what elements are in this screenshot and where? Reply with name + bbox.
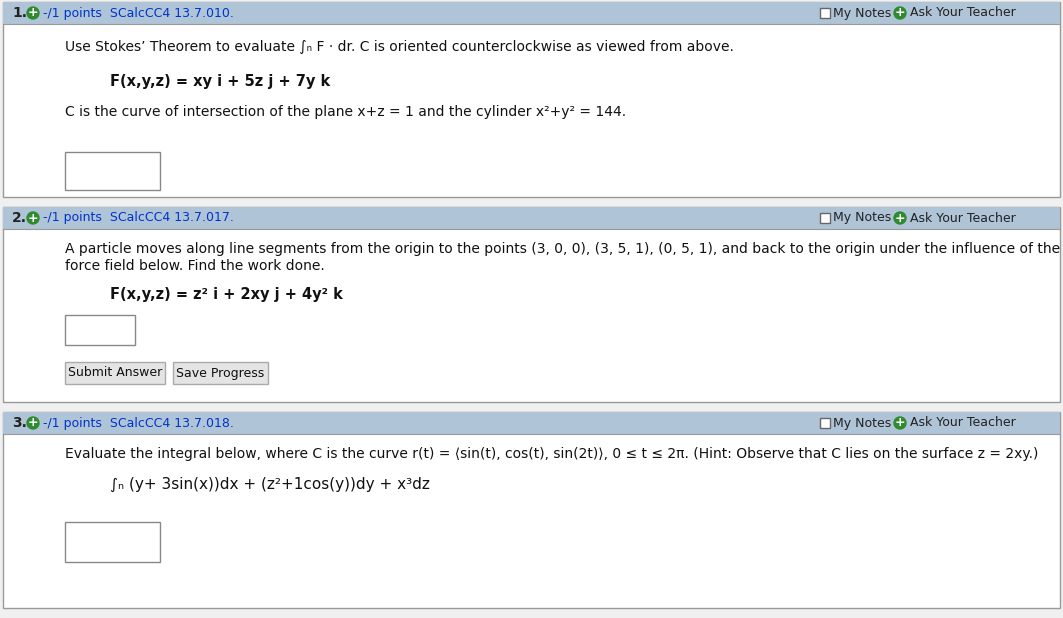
Text: ∫ₙ (y+ 3sin(x))dx + (z²+1cos(y))dy + x³dz: ∫ₙ (y+ 3sin(x))dx + (z²+1cos(y))dy + x³d… [109, 477, 429, 492]
Text: C is the curve of intersection of the plane x+z = 1 and the cylinder x²+y² = 144: C is the curve of intersection of the pl… [65, 105, 626, 119]
Text: +: + [28, 211, 38, 224]
Bar [820, 8, 830, 18]
Text: Submit Answer: Submit Answer [68, 366, 163, 379]
Bar [3, 2, 1060, 24]
Text: My Notes: My Notes [833, 417, 891, 430]
Text: -/1 points  SCalcCC4 13.7.010.: -/1 points SCalcCC4 13.7.010. [43, 7, 234, 20]
Text: 3.: 3. [12, 416, 27, 430]
Circle shape [894, 417, 906, 429]
Bar [65, 362, 165, 384]
Bar [65, 522, 161, 562]
Text: Save Progress: Save Progress [175, 366, 264, 379]
Text: +: + [28, 7, 38, 20]
Text: F(x,y,z) = z² i + 2xy j + 4y² k: F(x,y,z) = z² i + 2xy j + 4y² k [109, 287, 343, 302]
Circle shape [27, 212, 39, 224]
Bar [65, 315, 135, 345]
Bar [3, 412, 1060, 434]
Text: +: + [28, 417, 38, 430]
Text: A particle moves along line segments from the origin to the points (3, 0, 0), (3: A particle moves along line segments fro… [65, 242, 1060, 256]
Text: Ask Your Teacher: Ask Your Teacher [910, 211, 1016, 224]
Text: 2.: 2. [12, 211, 27, 225]
Text: +: + [895, 211, 906, 224]
Circle shape [894, 7, 906, 19]
Text: -/1 points  SCalcCC4 13.7.018.: -/1 points SCalcCC4 13.7.018. [43, 417, 234, 430]
Text: +: + [895, 7, 906, 20]
Bar [3, 412, 1060, 608]
Circle shape [27, 7, 39, 19]
Bar [3, 207, 1060, 229]
Text: 1.: 1. [12, 6, 27, 20]
Bar [65, 152, 161, 190]
Circle shape [27, 417, 39, 429]
Text: My Notes: My Notes [833, 211, 891, 224]
Text: My Notes: My Notes [833, 7, 891, 20]
Bar [173, 362, 268, 384]
Text: Ask Your Teacher: Ask Your Teacher [910, 7, 1016, 20]
Text: Evaluate the integral below, where C is the curve r(t) = ⟨sin(t), cos(t), sin(2t: Evaluate the integral below, where C is … [65, 447, 1039, 461]
Text: Ask Your Teacher: Ask Your Teacher [910, 417, 1016, 430]
Text: Use Stokes’ Theorem to evaluate ∫ₙ F · dr. C is oriented counterclockwise as vie: Use Stokes’ Theorem to evaluate ∫ₙ F · d… [65, 40, 733, 54]
Text: +: + [895, 417, 906, 430]
Text: -/1 points  SCalcCC4 13.7.017.: -/1 points SCalcCC4 13.7.017. [43, 211, 234, 224]
Text: force field below. Find the work done.: force field below. Find the work done. [65, 259, 325, 273]
Text: F(x,y,z) = xy i + 5z j + 7y k: F(x,y,z) = xy i + 5z j + 7y k [109, 74, 331, 89]
Bar [820, 213, 830, 223]
Bar [3, 207, 1060, 402]
Bar [3, 2, 1060, 197]
Bar [820, 418, 830, 428]
Circle shape [894, 212, 906, 224]
